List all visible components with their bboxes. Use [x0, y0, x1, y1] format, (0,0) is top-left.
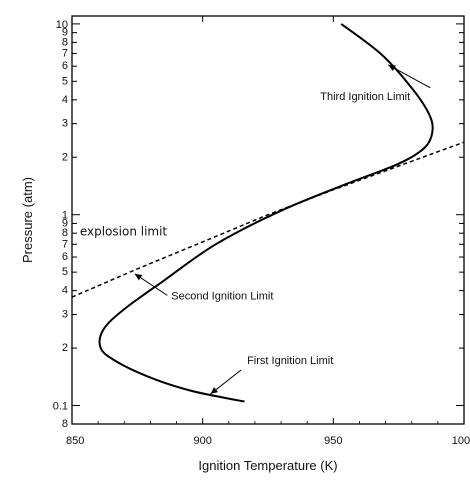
series-layer [71, 23, 465, 403]
y-tick-label: 6 [62, 251, 68, 263]
ignition-limit-curve [98, 23, 434, 403]
y-tick-label: 7 [62, 238, 68, 250]
y-tick-label: 4 [62, 285, 68, 297]
explosion-limit-line [71, 141, 465, 298]
y-tick-label: 9 [62, 27, 68, 39]
y-tick-label: 4 [62, 94, 68, 106]
x-tick-label: 950 [324, 435, 342, 447]
y-tick-label: 8 [62, 36, 68, 48]
y-tick-label: 8 [62, 227, 68, 239]
plot-frame [71, 15, 465, 425]
y-tick-label: 6 [62, 60, 68, 72]
y-tick-label: 10 [56, 19, 68, 31]
y-tick-label: 2 [62, 342, 68, 354]
x-tick-label: 900 [193, 435, 211, 447]
tick-marks [71, 16, 465, 425]
annotation-arrow [387, 64, 431, 89]
annotation-label: First Ignition Limit [247, 355, 333, 367]
annotation-label: explosion limit [80, 224, 168, 238]
y-tick-label: 1 [62, 210, 68, 222]
y-tick-label: 9 [62, 217, 68, 229]
x-tick-label: 850 [66, 435, 84, 447]
x-axis-title: Ignition Temperature (K) [198, 458, 337, 473]
annotation-arrowhead [134, 273, 143, 281]
y-tick-label: 5 [62, 266, 68, 278]
annotation-arrowhead [388, 64, 396, 72]
y-tick-label: 5 [62, 75, 68, 87]
annotation-label: Third Ignition Limit [320, 91, 410, 103]
y-tick-label: 7 [62, 47, 68, 59]
y-tick-label: 2 [62, 151, 68, 163]
annotations-layer: Third Ignition Limit explosion limit Secon… [80, 64, 431, 395]
y-tick-label: 8 [62, 418, 68, 430]
y-tick-label: 0.1 [53, 401, 68, 413]
y-tick-label: 3 [62, 118, 68, 130]
y-tick-label: 3 [62, 308, 68, 320]
y-axis-title: Pressure (atm) [20, 177, 35, 263]
annotation-arrowhead [210, 387, 218, 394]
annotation-label: Second Ignition Limit [171, 290, 273, 302]
